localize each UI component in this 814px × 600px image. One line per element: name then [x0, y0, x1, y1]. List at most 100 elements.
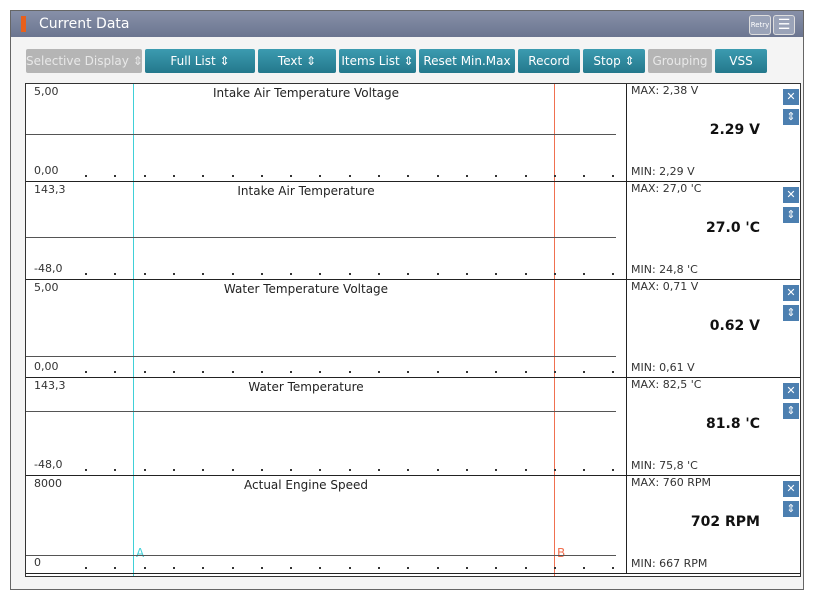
axis-tick — [436, 273, 439, 275]
plot: 8000 0 Actual Engine Speed — [26, 476, 626, 573]
cursor-a[interactable] — [133, 84, 134, 576]
min-value: MIN: 75,8 'C — [631, 459, 698, 472]
max-value: MAX: 760 RPM — [631, 476, 712, 489]
data-line — [26, 411, 616, 412]
axis-max-label: 143,3 — [34, 379, 66, 392]
plot: 143,3 -48,0 Water Temperature — [26, 378, 626, 475]
remove-item-button[interactable]: ✕ — [783, 285, 799, 301]
current-value: 27.0 'C — [706, 220, 760, 236]
move-item-button[interactable]: ⇕ — [783, 109, 799, 125]
min-value: MIN: 0,61 V — [631, 361, 695, 374]
axis-tick — [114, 371, 117, 373]
toolbar-button-selective-display[interactable]: Selective Display ⇕ — [26, 49, 143, 73]
toolbar: Selective Display ⇕ Full List ⇕ Text ⇕ Item… — [26, 49, 767, 73]
toolbar-button-record[interactable]: Record — [518, 49, 580, 73]
axis-tick — [202, 273, 205, 275]
axis-tick — [260, 469, 263, 471]
axis-tick — [524, 175, 527, 177]
axis-tick — [143, 175, 146, 177]
axis-tick — [436, 567, 439, 569]
axis-tick — [319, 469, 322, 471]
value-panel: MAX: 760 RPM 702 RPM MIN: 667 RPM — [626, 476, 772, 573]
value-panel: MAX: 2,38 V 2.29 V MIN: 2,29 V — [626, 84, 772, 181]
retry-button[interactable]: Retry — [749, 15, 771, 35]
toolbar-button-text[interactable]: Text ⇕ — [258, 49, 336, 73]
max-value: MAX: 0,71 V — [631, 280, 699, 293]
graph-panel: 143,3 -48,0 Intake Air Temperature MAX: … — [26, 182, 800, 280]
axis-tick — [583, 469, 586, 471]
axis-tick — [348, 273, 351, 275]
current-data-window: Current Data Retry ☰ Selective Display ⇕… — [10, 10, 804, 590]
value-panel: MAX: 0,71 V 0.62 V MIN: 0,61 V — [626, 280, 772, 377]
toolbar-button-full-list[interactable]: Full List ⇕ — [145, 49, 255, 73]
move-item-button[interactable]: ⇕ — [783, 403, 799, 419]
data-line — [26, 555, 616, 556]
cursor-b[interactable] — [554, 84, 555, 576]
axis-tick — [143, 371, 146, 373]
toolbar-button-reset-min-max[interactable]: Reset Min.Max — [419, 49, 515, 73]
data-graph-area: A B 5,00 0,00 Intake Air Temperature Vol… — [25, 83, 801, 577]
axis-tick — [231, 175, 234, 177]
axis-tick — [172, 273, 175, 275]
move-item-button[interactable]: ⇕ — [783, 305, 799, 321]
axis-tick — [172, 567, 175, 569]
axis-tick — [612, 469, 615, 471]
axis-min-label: -48,0 — [34, 262, 63, 275]
axis-tick — [348, 175, 351, 177]
remove-item-button[interactable]: ✕ — [783, 89, 799, 105]
toolbar-button-stop[interactable]: Stop ⇕ — [583, 49, 645, 73]
remove-item-button[interactable]: ✕ — [783, 187, 799, 203]
axis-tick — [290, 567, 293, 569]
axis-tick — [231, 371, 234, 373]
toolbar-button-vss[interactable]: VSS — [715, 49, 767, 73]
axis-tick — [583, 567, 586, 569]
axis-tick — [348, 371, 351, 373]
axis-tick — [495, 273, 498, 275]
current-value: 0.62 V — [709, 318, 760, 334]
axis-tick — [114, 273, 117, 275]
plot: 5,00 0,00 Intake Air Temperature Voltage — [26, 84, 626, 181]
axis-tick — [553, 567, 556, 569]
axis-tick — [524, 567, 527, 569]
axis-tick — [85, 567, 87, 569]
axis-tick — [290, 273, 293, 275]
axis-max-label: 143,3 — [34, 183, 66, 196]
axis-tick — [378, 469, 380, 471]
axis-tick — [114, 469, 117, 471]
value-panel: MAX: 27,0 'C 27.0 'C MIN: 24,8 'C — [626, 182, 772, 279]
axis-tick — [465, 469, 468, 471]
axis-tick — [260, 371, 263, 373]
move-item-button[interactable]: ⇕ — [783, 501, 799, 517]
toolbar-button-items-list[interactable]: Items List ⇕ — [339, 49, 416, 73]
axis-tick — [290, 469, 293, 471]
axis-tick — [172, 175, 175, 177]
axis-tick — [378, 175, 380, 177]
axis-min-label: -48,0 — [34, 458, 63, 471]
toolbar-button-grouping[interactable]: Grouping — [648, 49, 712, 73]
axis-tick — [260, 273, 263, 275]
axis-tick — [143, 273, 146, 275]
axis-tick — [407, 469, 410, 471]
parameter-name: Water Temperature Voltage — [223, 282, 389, 296]
plot: 143,3 -48,0 Intake Air Temperature — [26, 182, 626, 279]
axis-tick — [495, 567, 498, 569]
axis-tick — [553, 371, 556, 373]
axis-tick — [231, 567, 234, 569]
axis-tick — [436, 371, 439, 373]
axis-tick — [436, 469, 439, 471]
remove-item-button[interactable]: ✕ — [783, 383, 799, 399]
axis-tick — [231, 469, 234, 471]
axis-tick — [612, 273, 615, 275]
axis-tick — [290, 175, 293, 177]
graph-panel: 5,00 0,00 Intake Air Temperature Voltage… — [26, 84, 800, 182]
axis-min-label: 0,00 — [34, 164, 59, 177]
max-value: MAX: 2,38 V — [631, 84, 699, 97]
axis-tick — [319, 273, 322, 275]
app-icon — [21, 16, 26, 32]
menu-icon[interactable]: ☰ — [773, 15, 795, 35]
move-item-button[interactable]: ⇕ — [783, 207, 799, 223]
axis-tick — [348, 469, 351, 471]
axis-tick — [348, 567, 351, 569]
remove-item-button[interactable]: ✕ — [783, 481, 799, 497]
axis-tick — [436, 175, 439, 177]
